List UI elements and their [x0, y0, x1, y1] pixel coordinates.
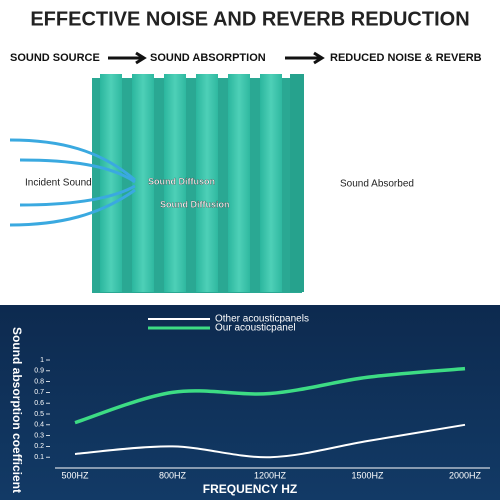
diagram-label: Incident Sound	[25, 178, 92, 189]
y-tick-label: 0.6	[34, 400, 44, 407]
x-axis-title: FREQUENCY HZ	[203, 482, 297, 496]
y-tick-label: 0.4	[34, 422, 44, 429]
y-tick-label: 0.3	[34, 432, 44, 439]
x-tick-label: 1200HZ	[254, 470, 287, 480]
y-tick-label: 0.9	[34, 368, 44, 375]
y-tick-label: 0.8	[34, 378, 44, 385]
y-tick-label: 0.1	[34, 454, 44, 461]
step: SOUND ABSORPTION	[150, 52, 266, 64]
arrow	[285, 51, 325, 65]
x-tick-label: 1500HZ	[351, 470, 384, 480]
series-line	[74, 423, 466, 459]
x-tick-label: 500HZ	[61, 470, 89, 480]
title: EFFECTIVE NOISE AND REVERB REDUCTION	[30, 8, 469, 30]
y-tick-label: 1	[40, 357, 44, 364]
arrow	[108, 51, 147, 65]
legend-label: Other acousticpanels	[215, 314, 309, 325]
diagram-label: Sound Absorbed	[340, 179, 414, 190]
diagram-label: Sound Diffusion	[160, 199, 230, 209]
sound-waves	[9, 138, 136, 227]
series-line	[74, 366, 466, 425]
step: SOUND SOURCE	[10, 52, 100, 64]
step: REDUCED NOISE & REVERB	[330, 52, 482, 64]
y-tick-label: 0.7	[34, 389, 44, 396]
y-axis-title: Sound absorption coefficient	[10, 327, 24, 493]
x-tick-label: 800HZ	[159, 470, 187, 480]
y-tick-label: 0.5	[34, 411, 44, 418]
foam-panel	[92, 74, 304, 293]
diagram-label: Sound Diffuson	[148, 176, 215, 186]
legend-label: Our acousticpanel	[215, 323, 296, 334]
x-tick-label: 2000HZ	[449, 470, 482, 480]
y-tick-label: 0.2	[34, 443, 44, 450]
